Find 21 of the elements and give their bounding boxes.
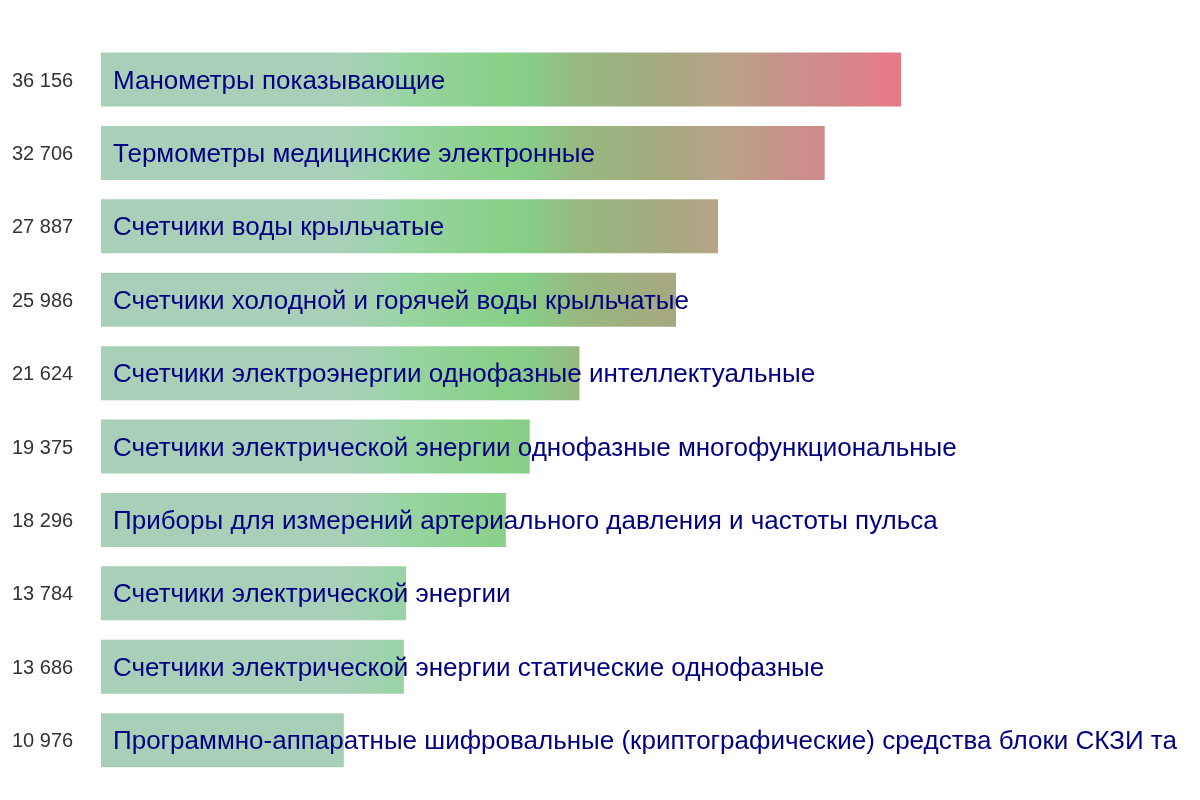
y-tick-label: Программно-аппаратные шифровальные (криптографические) средства блоки СКЗИ та	[113, 725, 1178, 756]
y-tick-label: Счетчики электрической энергии однофазные многофункциональные	[113, 431, 957, 462]
data-label: 21 624	[12, 362, 74, 385]
y-tick-label: Приборы для измерений артериального давления и частоты пульса	[113, 504, 939, 535]
data-label: 13 784	[12, 582, 74, 605]
y-tick-label: Счетчики воды крыльчатые	[113, 211, 445, 242]
data-label: 25 986	[12, 288, 74, 311]
bar	[101, 125, 825, 180]
y-tick-label: Счетчики электрической энергии статические однофазные	[113, 651, 825, 682]
data-label: 13 686	[12, 655, 74, 678]
y-tick-label: Счетчики электрической энергии	[113, 578, 511, 609]
data-label: 27 887	[12, 215, 74, 238]
y-tick-label: Манометры показывающие	[113, 64, 446, 95]
data-label: 36 156	[12, 68, 74, 91]
bar	[101, 199, 719, 254]
data-label: 18 296	[12, 508, 74, 531]
data-label: 32 706	[12, 141, 74, 164]
data-label: 19 375	[12, 435, 74, 458]
bar	[101, 52, 901, 107]
y-tick-label: Термометры медицинские электронные	[113, 137, 595, 168]
data-label: 10 976	[12, 729, 74, 752]
